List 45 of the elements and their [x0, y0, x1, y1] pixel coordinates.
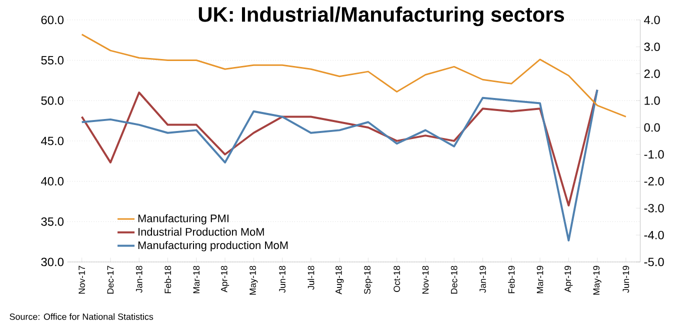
x-tick-label: Dec-18: [450, 266, 458, 294]
y2-tick-label: 3.0: [644, 42, 660, 52]
x-tick-label: Mar-18: [193, 266, 200, 294]
y2-tick-label: 0.0: [644, 123, 660, 132]
y2-tick-label: -3.0: [644, 204, 664, 213]
x-tick-label: Mar-19: [536, 266, 544, 294]
legend-label: Manufacturing production MoM: [138, 241, 288, 252]
y2-tick-label: -5.0: [644, 258, 664, 266]
x-tick-label: Feb-18: [164, 266, 172, 294]
line-series: [81, 34, 627, 118]
line-series: [80, 89, 598, 207]
y-tick-label: 40.0: [41, 177, 64, 186]
y-tick-label: 50.0: [41, 96, 64, 105]
x-tick-label: Jul-18: [308, 266, 314, 290]
y2-tick-label: -2.0: [644, 177, 664, 186]
y-tick-label: 30.0: [41, 258, 64, 266]
x-tick-label: Oct-18: [394, 266, 400, 292]
x-tick-label: May-19: [593, 266, 602, 295]
x-tick-label: May-18: [250, 266, 258, 295]
y-tick-label: 55.0: [41, 56, 64, 65]
x-tick-label: Apr-19: [564, 266, 573, 293]
x-tick-label: Nov-18: [422, 266, 429, 294]
legend-label: Manufacturing PMI: [138, 214, 228, 225]
y2-tick-label: 1.0: [644, 96, 660, 105]
y-tick-label: 45.0: [41, 136, 64, 146]
line-series: [80, 89, 598, 242]
x-tick-label: Jan-19: [480, 266, 486, 293]
y2-tick-label: -1.0: [644, 150, 664, 159]
y2-tick-label: 4.0: [644, 16, 660, 24]
source-note: Source: Office for National Statistics: [10, 313, 154, 320]
x-tick-label: Apr-18: [220, 266, 230, 293]
x-tick-label: Feb-19: [508, 266, 515, 294]
chart-title: UK: Industrial/Manufacturing sectors: [198, 6, 564, 26]
y-tick-label: 35.0: [41, 218, 64, 226]
y2-tick-label: 2.0: [644, 70, 660, 78]
x-tick-label: Aug-18: [335, 266, 344, 295]
x-tick-label: Nov-17: [78, 266, 85, 294]
y2-tick-label: -4.0: [644, 230, 664, 240]
y-tick-label: 60.0: [41, 16, 64, 24]
x-tick-label: Jun-18: [279, 266, 286, 293]
legend-label: Industrial Production MoM: [138, 228, 264, 236]
x-tick-label: Dec-17: [107, 266, 114, 294]
x-tick-label: Jan-18: [136, 266, 142, 293]
x-tick-label: Sep-18: [364, 266, 372, 294]
x-tick-label: Jun-19: [622, 266, 630, 293]
